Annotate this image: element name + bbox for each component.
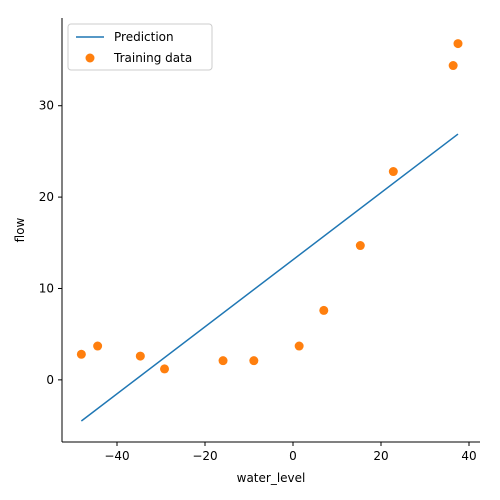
- x-axis: −40 −20 0 20 40: [62, 441, 480, 463]
- x-tick-label: 0: [289, 449, 297, 463]
- legend-box: [67, 23, 213, 71]
- training-data-point: [93, 341, 103, 351]
- y-tick-label: 20: [39, 190, 54, 204]
- y-tick-label: 30: [39, 99, 54, 113]
- y-tick-label: 0: [46, 373, 54, 387]
- y-axis: 0 10 20 30: [39, 18, 63, 442]
- training-data-point: [355, 241, 365, 251]
- x-axis-label: water_level: [237, 471, 306, 485]
- legend-swatch-training-data: [85, 53, 95, 63]
- training-data-point: [294, 341, 304, 351]
- training-data-point: [448, 61, 458, 71]
- training-data-point: [319, 305, 329, 315]
- x-tick-label: −40: [104, 449, 129, 463]
- x-tick-label: 20: [373, 449, 388, 463]
- training-data-point: [76, 349, 86, 359]
- training-data-point: [388, 167, 398, 177]
- x-tick-label: −20: [192, 449, 217, 463]
- training-data-point: [249, 356, 259, 366]
- training-data-point: [453, 39, 463, 49]
- plot-area: [76, 39, 463, 422]
- training-data-point: [218, 356, 228, 366]
- y-tick-label: 10: [39, 281, 54, 295]
- y-axis-label: flow: [13, 217, 27, 242]
- training-data-point: [135, 351, 145, 361]
- legend: Prediction Training data: [67, 23, 213, 71]
- x-tick-label: 40: [461, 449, 476, 463]
- legend-label-prediction: Prediction: [114, 30, 174, 44]
- legend-label-training-data: Training data: [113, 51, 192, 65]
- prediction-line: [80, 133, 459, 422]
- training-data-point: [160, 364, 170, 374]
